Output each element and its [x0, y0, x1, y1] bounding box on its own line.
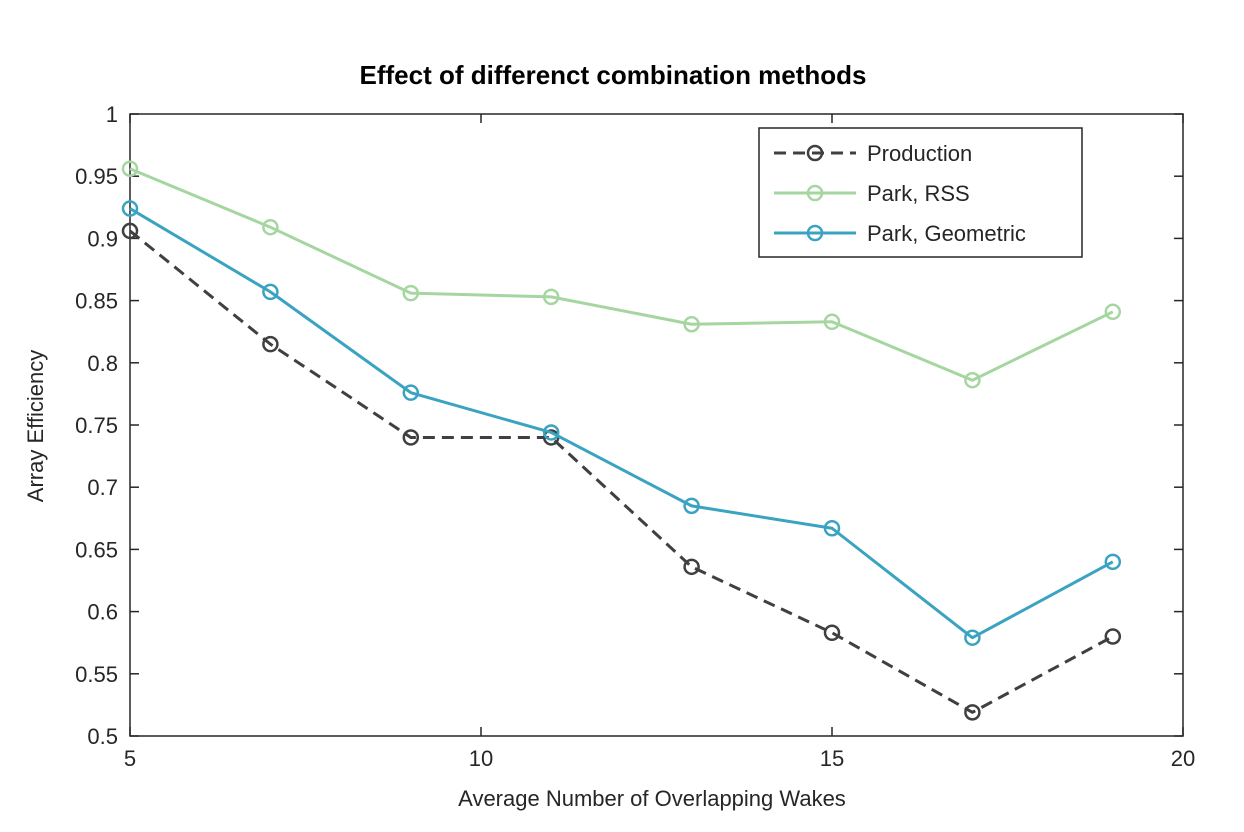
- data-point: [1104, 628, 1122, 645]
- data-point: [1104, 303, 1122, 321]
- data-point: [262, 218, 279, 236]
- y-tick-label: 0.8: [87, 351, 118, 376]
- x-tick-label: 20: [1171, 746, 1195, 771]
- series-line: [129, 167, 1114, 382]
- data-point: [262, 283, 279, 301]
- x-axis-label: Average Number of Overlapping Wakes: [458, 786, 846, 811]
- data-point: [683, 315, 700, 333]
- y-tick-label: 0.65: [75, 537, 118, 562]
- x-tick-label: 10: [469, 746, 493, 771]
- legend-marker: [806, 184, 824, 202]
- data-point: [683, 497, 700, 515]
- legend-item-park-rss: Park, RSS: [774, 181, 970, 206]
- y-tick-label: 0.6: [87, 600, 118, 625]
- legend-item-production: Production: [774, 141, 972, 166]
- x-tick-label: 15: [820, 746, 844, 771]
- series-park-geometric: [121, 200, 1122, 646]
- legend-label: Production: [867, 141, 972, 166]
- data-point: [964, 704, 981, 721]
- y-tick-label: 0.7: [87, 475, 118, 500]
- y-tick-label: 0.9: [87, 226, 118, 251]
- data-point: [542, 424, 560, 441]
- data-point: [964, 629, 981, 646]
- series-park-rss: [121, 160, 1122, 389]
- legend-marker: [806, 144, 824, 162]
- legend-label: Park, RSS: [867, 181, 970, 206]
- data-point: [402, 384, 420, 401]
- legend-item-park-geometric: Park, Geometric: [774, 221, 1026, 246]
- data-point: [823, 624, 841, 641]
- data-point: [823, 313, 841, 330]
- y-tick-label: 0.5: [87, 724, 118, 749]
- x-tick-label: 5: [124, 746, 136, 771]
- data-point: [262, 335, 279, 353]
- axis-ticks: 5 10 15 20 0.5 0.55 0.6 0.65 0.7 0.75 0.8 0.85 0.9 0.…: [75, 102, 1195, 771]
- y-tick-label: 0.85: [75, 289, 118, 314]
- series-line: [129, 207, 1114, 640]
- data-point: [402, 284, 420, 302]
- series-production: [121, 222, 1122, 721]
- data-point: [683, 558, 700, 576]
- y-tick-label: 1: [106, 102, 118, 127]
- y-tick-label: 0.75: [75, 413, 118, 438]
- data-point: [964, 371, 981, 389]
- y-tick-label: 0.95: [75, 164, 118, 189]
- data-point: [402, 429, 420, 446]
- data-point: [121, 200, 139, 217]
- series-layer: [121, 160, 1122, 721]
- data-point: [542, 288, 560, 306]
- y-tick-label: 0.55: [75, 662, 118, 687]
- legend: Production Park, RSS Park, Geometric: [758, 127, 1083, 258]
- data-point: [121, 222, 139, 240]
- data-point: [823, 520, 841, 537]
- data-point: [121, 160, 139, 177]
- y-axis-label: Array Efficiency: [23, 350, 48, 502]
- data-point: [1104, 553, 1122, 571]
- legend-label: Park, Geometric: [867, 221, 1026, 246]
- series-line: [129, 229, 1114, 714]
- legend-marker: [806, 224, 824, 242]
- chart-title: Effect of differenct combination methods: [359, 60, 866, 90]
